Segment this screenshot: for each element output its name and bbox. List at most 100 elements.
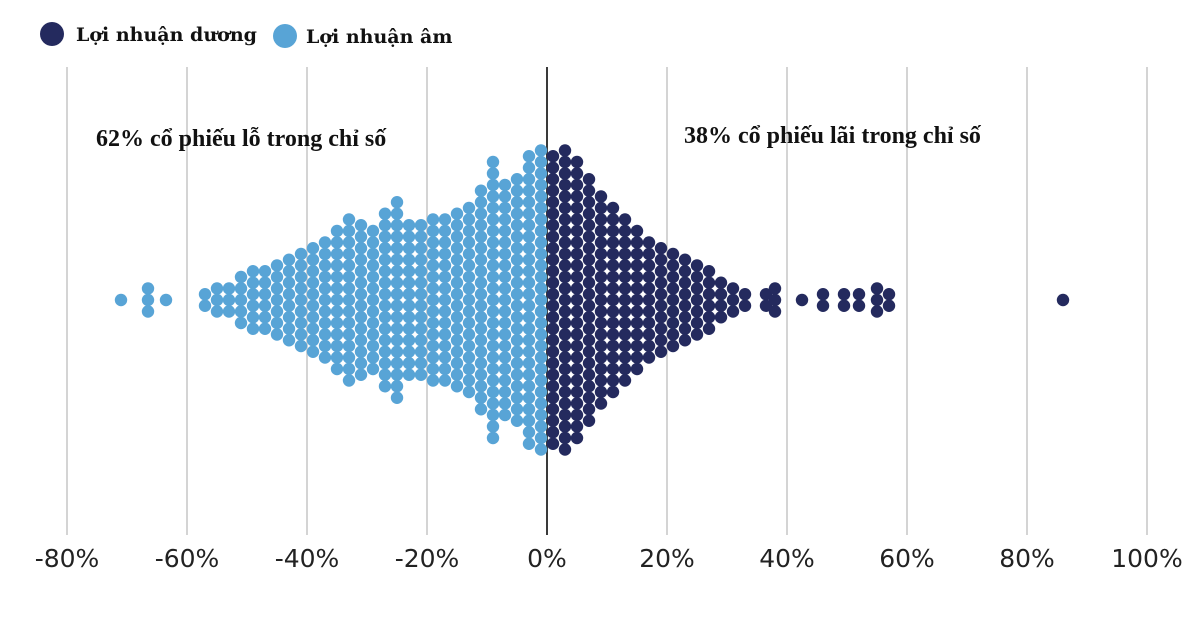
- negative-return-dot: [438, 213, 452, 226]
- negative-return-dot: [402, 299, 416, 312]
- legend-swatch-positive: [40, 22, 64, 46]
- negative-return-dot: [474, 322, 488, 335]
- positive-return-dot: [630, 328, 644, 341]
- positive-return-dot: [630, 247, 644, 261]
- positive-return-dot: [558, 328, 572, 341]
- negative-return-dot: [438, 282, 452, 295]
- positive-return-dot: [558, 293, 572, 307]
- negative-return-dot: [270, 316, 284, 330]
- positive-return-dot: [606, 247, 620, 261]
- negative-return-dot: [438, 259, 452, 272]
- negative-return-dot: [474, 357, 488, 370]
- negative-return-dot: [450, 207, 464, 220]
- positive-return-dot: [870, 305, 884, 318]
- negative-return-dot: [426, 316, 440, 330]
- negative-return-dot: [510, 276, 524, 289]
- negative-return-dot: [426, 236, 440, 249]
- negative-return-dot: [366, 316, 380, 330]
- negative-return-dot: [510, 242, 524, 255]
- negative-return-dot: [378, 311, 392, 324]
- positive-return-dot: [678, 322, 692, 335]
- negative-return-dot: [534, 270, 548, 284]
- positive-return-dot: [642, 236, 656, 249]
- negative-return-dot: [234, 282, 248, 295]
- negative-return-dot: [462, 316, 476, 330]
- positive-return-dot: [816, 288, 830, 301]
- negative-return-dot: [414, 265, 428, 278]
- negative-return-dot: [390, 357, 404, 370]
- positive-return-dot: [570, 328, 584, 341]
- positive-return-dot: [702, 299, 716, 312]
- negative-return-dot: [474, 311, 488, 324]
- negative-return-dot: [246, 322, 260, 335]
- positive-return-dot: [666, 259, 680, 272]
- positive-return-dot: [582, 322, 596, 335]
- negative-return-dot: [534, 190, 548, 203]
- positive-return-dot: [618, 305, 632, 318]
- positive-return-dot: [666, 270, 680, 284]
- positive-return-dot: [570, 374, 584, 387]
- positive-return-dot: [570, 408, 584, 422]
- negative-return-dot: [462, 236, 476, 249]
- negative-return-dot: [390, 334, 404, 347]
- negative-return-dot: [534, 362, 548, 376]
- negative-return-dot: [366, 328, 380, 341]
- positive-return-dot: [594, 259, 608, 272]
- negative-return-dot: [234, 270, 248, 284]
- negative-return-dot: [366, 270, 380, 284]
- negative-return-dot: [282, 265, 296, 278]
- negative-return-dot: [450, 242, 464, 255]
- positive-return-dot: [582, 265, 596, 278]
- x-tick-label: -60%: [155, 544, 220, 573]
- negative-return-dot: [342, 270, 356, 284]
- negative-return-dot: [462, 213, 476, 226]
- positive-return-dot: [642, 247, 656, 261]
- negative-return-dot: [534, 213, 548, 226]
- negative-return-dot: [354, 242, 368, 255]
- negative-return-dot: [534, 397, 548, 410]
- negative-return-dot: [390, 196, 404, 209]
- negative-return-dot: [294, 247, 308, 261]
- negative-return-dot: [462, 362, 476, 376]
- negative-return-dot: [534, 178, 548, 192]
- positive-return-dot: [570, 316, 584, 330]
- positive-return-dot: [642, 339, 656, 353]
- positive-return-dot: [630, 259, 644, 272]
- positive-return-dot: [546, 403, 560, 416]
- positive-return-dot: [852, 288, 866, 301]
- negative-return-dot: [246, 311, 260, 324]
- negative-return-dot: [450, 380, 464, 393]
- negative-return-dot: [462, 293, 476, 307]
- negative-return-dot: [414, 357, 428, 370]
- negative-return-dot: [342, 293, 356, 307]
- negative-return-dot: [354, 322, 368, 335]
- negative-return-dot: [474, 299, 488, 312]
- negative-return-dot: [486, 374, 500, 387]
- negative-return-dot: [390, 311, 404, 324]
- negative-return-dot: [306, 311, 320, 324]
- negative-return-dot: [498, 213, 512, 226]
- negative-return-dot: [474, 253, 488, 266]
- negative-return-dot: [414, 368, 428, 381]
- positive-return-dot: [618, 224, 632, 238]
- positive-return-dot: [546, 437, 560, 450]
- positive-return-dot: [594, 247, 608, 261]
- positive-return-dot: [666, 282, 680, 295]
- negative-return-dot: [462, 385, 476, 399]
- positive-return-dot: [714, 276, 728, 289]
- positive-return-dot: [570, 201, 584, 215]
- positive-return-dot: [570, 362, 584, 376]
- legend-swatch-negative: [273, 24, 297, 48]
- negative-return-dot: [330, 328, 344, 341]
- negative-return-dot: [294, 293, 308, 307]
- negative-return-dot: [330, 293, 344, 307]
- negative-return-dot: [258, 265, 272, 278]
- negative-return-dot: [390, 265, 404, 278]
- negative-return-dot: [222, 305, 236, 318]
- negative-return-dot: [498, 282, 512, 295]
- negative-return-dot: [462, 374, 476, 387]
- positive-return-dot: [582, 276, 596, 289]
- negative-return-dot: [342, 374, 356, 387]
- negative-return-dot: [414, 311, 428, 324]
